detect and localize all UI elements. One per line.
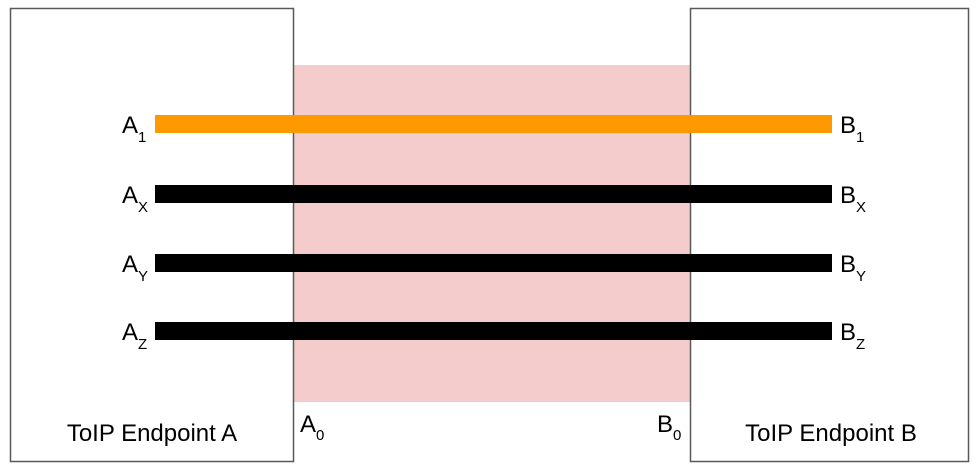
origin-sub: 0	[673, 427, 681, 444]
origin-label: A0	[300, 411, 324, 444]
origin-sub: 0	[316, 427, 324, 444]
endpoint-key: AZ	[122, 319, 147, 353]
key-sub: 1	[138, 129, 146, 146]
key-base: A	[122, 182, 138, 209]
endpoint-key: B1	[840, 112, 864, 146]
endpoint-key: BZ	[840, 319, 865, 353]
endpoint-label: ToIP Endpoint B	[745, 420, 917, 447]
key-base: A	[122, 251, 138, 278]
key-sub: 1	[856, 129, 864, 146]
endpoint-key: AY	[122, 251, 148, 285]
key-base: B	[840, 112, 856, 139]
origin-base: A	[300, 411, 316, 438]
key-base: B	[840, 319, 856, 346]
key-base: A	[122, 319, 138, 346]
endpoint-key: AX	[122, 182, 148, 216]
endpoint-label: ToIP Endpoint A	[67, 420, 237, 447]
endpoint-key: A1	[122, 112, 146, 146]
key-base: B	[840, 251, 856, 278]
endpoint-key: BX	[840, 182, 866, 216]
endpoint-box	[689, 7, 970, 463]
key-sub: Y	[856, 268, 866, 285]
origin-base: B	[657, 411, 673, 438]
key-sub: Z	[138, 336, 147, 353]
key-sub: X	[856, 199, 866, 216]
key-sub: Y	[138, 268, 148, 285]
origin-label: B0	[657, 411, 681, 444]
key-sub: X	[138, 199, 148, 216]
key-base: A	[122, 112, 138, 139]
endpoint-key: BY	[840, 251, 866, 285]
key-sub: Z	[856, 336, 865, 353]
key-base: B	[840, 182, 856, 209]
endpoint-box	[9, 7, 295, 463]
